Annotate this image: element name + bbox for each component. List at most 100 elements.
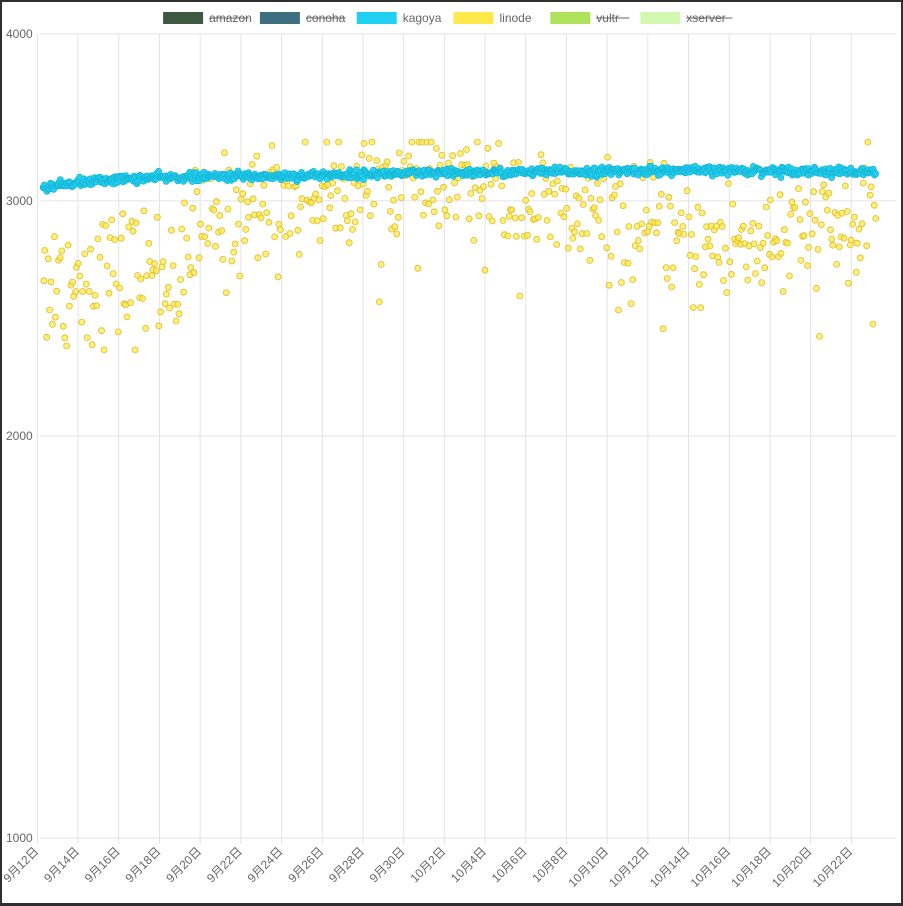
x-tick-label: 10月4日 <box>448 844 489 885</box>
linode-point <box>808 230 816 238</box>
linode-point <box>430 208 438 216</box>
x-axis: 9月12日 9月14日 9月16日 9月18日 9月20日 9月22日 9月24日 9月26日… <box>2 844 855 890</box>
linode-point <box>114 328 122 336</box>
linode-point <box>88 341 96 349</box>
linode-point <box>193 188 201 196</box>
linode-point <box>816 332 823 340</box>
linode-point <box>605 281 613 289</box>
linode-point <box>327 192 335 200</box>
legend-item-xserver[interactable]: xserver <box>640 11 733 25</box>
linode-point <box>405 152 413 160</box>
linode-point <box>833 260 840 268</box>
linode-point <box>368 138 376 146</box>
linode-point <box>487 180 495 188</box>
linode-point <box>253 152 261 160</box>
x-tick-label: 10月16日 <box>688 844 734 890</box>
legend-swatch <box>163 12 204 24</box>
y-axis: 1000 2000 3000 4000 <box>6 27 33 845</box>
linode-point <box>579 201 587 208</box>
linode-point <box>698 209 706 217</box>
legend-item-amazon[interactable]: amazon <box>163 11 252 25</box>
linode-point <box>636 245 644 253</box>
linode-point <box>499 217 507 224</box>
linode-point <box>204 240 212 247</box>
linode-point <box>81 250 89 258</box>
linode-point <box>445 196 453 204</box>
linode-point <box>495 139 503 147</box>
linode-point <box>845 279 852 287</box>
linode-point <box>706 242 714 250</box>
linode-point <box>420 211 427 219</box>
linode-point <box>391 223 399 231</box>
linode-point <box>216 212 224 219</box>
linode-point <box>811 216 819 224</box>
linode-point <box>49 320 56 328</box>
linode-point <box>319 215 327 223</box>
linode-point <box>335 138 343 146</box>
linode-point <box>56 254 64 262</box>
linode-point <box>98 327 105 335</box>
linode-point <box>210 206 218 214</box>
linode-point <box>274 273 282 281</box>
linode-point <box>689 304 697 312</box>
linode-point <box>729 200 737 208</box>
linode-point <box>425 200 433 208</box>
linode-point <box>365 154 373 162</box>
legend-item-linode[interactable]: linode <box>453 11 532 25</box>
linode-point <box>576 245 584 253</box>
x-tick-label: 9月18日 <box>123 844 164 885</box>
linode-point <box>329 179 337 187</box>
linode-point <box>791 204 799 212</box>
linode-point <box>619 202 627 210</box>
linode-point <box>373 157 381 165</box>
linode-point <box>61 334 69 342</box>
linode-point <box>212 242 219 250</box>
linode-point <box>452 213 460 221</box>
linode-point <box>553 241 560 248</box>
linode-point <box>40 277 48 285</box>
linode-point <box>220 149 228 157</box>
linode-point <box>453 193 461 201</box>
linode-point <box>414 264 422 272</box>
legend-swatch <box>640 12 681 24</box>
data-points <box>39 138 880 354</box>
x-tick-label: 9月30日 <box>367 844 408 885</box>
linode-point <box>313 217 321 225</box>
linode-point <box>768 253 776 261</box>
x-tick-label: 10月10日 <box>566 844 612 890</box>
linode-point <box>228 257 236 265</box>
linode-point <box>351 218 359 226</box>
linode-point <box>613 228 621 236</box>
linode-point <box>323 138 331 146</box>
linode-point <box>390 196 397 204</box>
linode-point <box>363 187 371 195</box>
linode-point <box>66 302 73 310</box>
linode-point <box>297 203 304 211</box>
linode-point <box>863 242 871 250</box>
legend-item-vultr[interactable]: vultr <box>550 11 630 25</box>
legend-item-kagoya[interactable]: kagoya <box>356 11 442 25</box>
linode-point <box>151 260 159 268</box>
linode-point <box>604 153 611 161</box>
linode-point <box>728 270 735 278</box>
linode-point <box>508 206 516 214</box>
linode-point <box>257 214 265 222</box>
linode-point <box>53 287 61 295</box>
linode-point <box>828 235 836 243</box>
linode-point <box>855 225 863 233</box>
linode-point <box>668 283 675 291</box>
linode-point <box>634 237 642 244</box>
x-tick-label: 9月28日 <box>326 844 367 885</box>
legend[interactable]: amazon conoha kagoya linode vultr xserver <box>163 11 733 25</box>
linode-point <box>463 146 470 153</box>
linode-point <box>669 264 677 272</box>
linode-point <box>123 313 131 321</box>
linode-point <box>598 233 606 241</box>
linode-point <box>629 276 637 284</box>
linode-point <box>739 222 747 230</box>
legend-item-conoha[interactable]: conoha <box>259 11 346 25</box>
linode-point <box>433 187 441 195</box>
linode-point <box>847 236 855 244</box>
linode-point <box>83 334 91 342</box>
